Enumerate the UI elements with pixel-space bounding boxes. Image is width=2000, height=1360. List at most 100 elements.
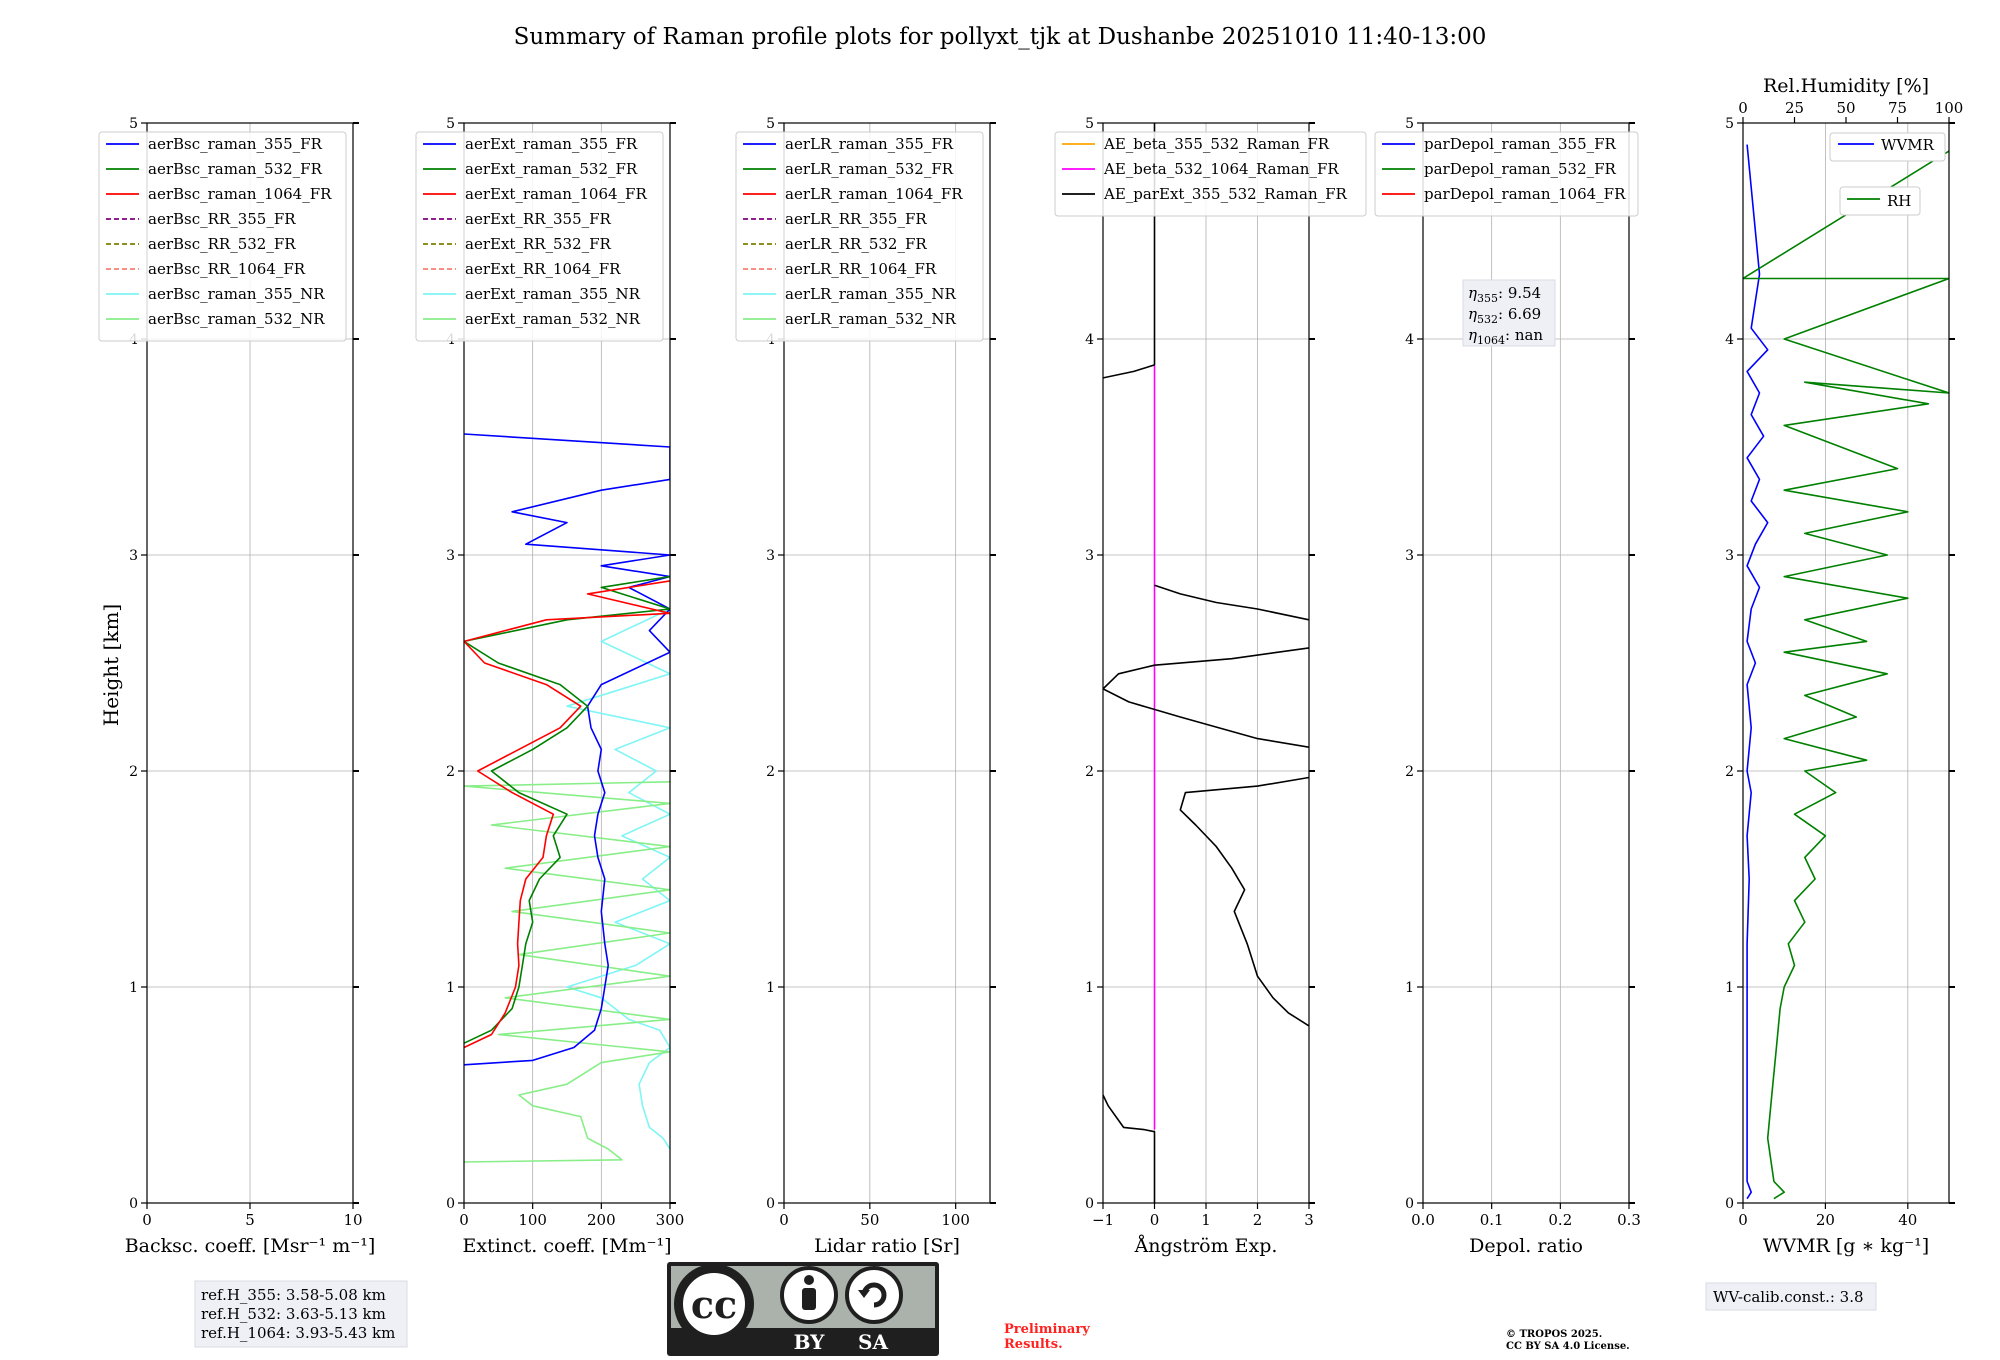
- legend-box: [735, 131, 984, 342]
- x-tick-label: 0: [459, 1211, 469, 1229]
- eta-532: η532: 6.69: [1468, 305, 1541, 326]
- series-group: [464, 433, 670, 1163]
- wv-calib-box: WV-calib.const.: 3.8: [1705, 1282, 1877, 1311]
- x-axis-label: Depol. ratio: [1469, 1235, 1583, 1257]
- x-tick-label: 0: [1738, 1211, 1748, 1229]
- y-tick-label: 1: [1725, 980, 1734, 996]
- cc-logo-text: cc: [691, 1282, 737, 1327]
- x-tick-label: −1: [1092, 1211, 1114, 1229]
- ref-height-1064: ref.H_1064: 3.93-5.43 km: [201, 1324, 395, 1342]
- badge-sa-text: SA: [858, 1330, 888, 1354]
- x-tick-label: 40: [1898, 1211, 1917, 1229]
- x-tick-label: 0.0: [1411, 1211, 1435, 1229]
- x-tick-label: 0: [779, 1211, 789, 1229]
- y-tick-label: 3: [1405, 548, 1414, 564]
- legend-label: aerLR_raman_1064_FR: [785, 185, 963, 203]
- legend-label: aerLR_RR_355_FR: [785, 210, 927, 228]
- legend-label: AE_beta_532_1064_Raman_FR: [1103, 160, 1339, 178]
- x-tick-label: 20: [1816, 1211, 1835, 1229]
- x-axis-label: Ångström Exp.: [1134, 1235, 1278, 1257]
- eta-subscript: 532: [1477, 313, 1498, 326]
- series-group: [1743, 144, 1949, 1200]
- series-ae-parext-355-532-raman-fr-seg5: [1103, 123, 1156, 379]
- annotation-box: [1462, 279, 1556, 347]
- y-tick-label: 3: [1725, 548, 1734, 564]
- y-tick-label: 0: [1405, 1196, 1414, 1212]
- legend-ae: AE_beta_355_532_Raman_FR AE_beta_532_1064…: [1054, 131, 1367, 217]
- legend-label: WVMR: [1881, 136, 1935, 154]
- legend-label: aerExt_RR_1064_FR: [465, 260, 621, 278]
- legend-wvmr: WVMR: [1829, 132, 1946, 162]
- badge-by-text: BY: [794, 1330, 826, 1354]
- top-x-tick-label: 0: [1738, 99, 1748, 117]
- legend-label: aerBsc_raman_532_NR: [148, 310, 325, 328]
- y-tick-label: 0: [1725, 1196, 1734, 1212]
- x-axis-label: Backsc. coeff. [Msr⁻¹ m⁻¹]: [125, 1235, 376, 1257]
- x-tick-label: 2: [1253, 1211, 1263, 1229]
- eta-value: : 6.69: [1498, 305, 1541, 323]
- top-x-axis-label: Rel.Humidity [%]: [1763, 75, 1929, 97]
- x-axis-label: Lidar ratio [Sr]: [814, 1235, 960, 1257]
- copyright-line-2: CC BY SA 4.0 License.: [1506, 1341, 1630, 1352]
- x-tick-label: 10: [343, 1211, 362, 1229]
- ref-height-box: ref.H_355: 3.58-5.08 km ref.H_532: 3.63-…: [194, 1280, 408, 1348]
- series-aerext-raman-355-fr: [464, 433, 670, 1066]
- legend-label: AE_parExt_355_532_Raman_FR: [1103, 185, 1348, 203]
- series-aerext-raman-532-fr: [464, 575, 670, 1044]
- y-tick-label: 1: [446, 980, 455, 996]
- axes-frame: [783, 122, 991, 1204]
- series-aerext-raman-1064-fr: [464, 580, 670, 1049]
- legend-label: parDepol_raman_355_FR: [1424, 135, 1617, 153]
- series-aerext-raman-532-nr: [464, 781, 670, 1163]
- legend-label: AE_beta_355_532_Raman_FR: [1103, 135, 1330, 153]
- x-tick-label: 1: [1201, 1211, 1211, 1229]
- series-ae-parext-355-532-raman-fr-seg1: [1103, 1094, 1156, 1203]
- y-tick-label: 4: [1725, 332, 1734, 348]
- y-tick-label: 3: [766, 548, 775, 564]
- legend-rh: RH: [1839, 186, 1921, 216]
- x-axis-label: WVMR [g ∗ kg⁻¹]: [1763, 1235, 1929, 1257]
- top-x-tick-label: 50: [1836, 99, 1855, 117]
- legend-box: [98, 131, 347, 342]
- x-tick-label: 0.1: [1480, 1211, 1504, 1229]
- y-tick-label: 5: [1725, 116, 1734, 132]
- eta-value: : nan: [1505, 326, 1543, 344]
- y-tick-label: 0: [129, 1196, 138, 1212]
- legend-label: parDepol_raman_532_FR: [1424, 160, 1617, 178]
- series-rh: [1743, 150, 1949, 1200]
- y-tick-label: 2: [1405, 764, 1414, 780]
- legend-lr: aerLR_raman_355_FR aerLR_raman_532_FR aerL…: [735, 131, 984, 342]
- legend-label: aerBsc_RR_1064_FR: [148, 260, 306, 278]
- eta-symbol: η: [1468, 326, 1477, 344]
- legend-box: [1374, 131, 1639, 217]
- eta-subscript: 1064: [1477, 334, 1505, 347]
- y-axis-label: Height [km]: [99, 604, 123, 726]
- x-tick-label: 200: [587, 1211, 616, 1229]
- y-tick-label: 0: [446, 1196, 455, 1212]
- ref-height-355: ref.H_355: 3.58-5.08 km: [201, 1286, 386, 1304]
- series-group: [1103, 123, 1309, 1203]
- y-tick-label: 2: [766, 764, 775, 780]
- sa-share-alike-icon: [845, 1266, 903, 1324]
- y-tick-label: 1: [1405, 980, 1414, 996]
- legend-label: aerExt_RR_355_FR: [465, 210, 612, 228]
- legend-label: aerLR_raman_532_NR: [785, 310, 956, 328]
- legend-label: aerLR_raman_355_FR: [785, 135, 954, 153]
- panel-bsc: 0123450510Backsc. coeff. [Msr⁻¹ m⁻¹]aerB…: [98, 116, 376, 1257]
- axes-frame: [463, 122, 671, 1204]
- y-tick-label: 3: [446, 548, 455, 564]
- panel-depol: 0 1 2 3 4 5 0.0 0.1 0.2 0.3 Depol. ratio parDepol_r…: [1374, 116, 1641, 1257]
- legend-label: aerExt_raman_1064_FR: [465, 185, 647, 203]
- eta-355: η355: 9.54: [1468, 284, 1541, 305]
- x-tick-label: 300: [656, 1211, 685, 1229]
- legend-box: [415, 131, 664, 342]
- legend-label: aerLR_RR_532_FR: [785, 235, 927, 253]
- top-x-tick-label: 100: [1935, 99, 1964, 117]
- legend-label: aerBsc_raman_355_FR: [148, 135, 323, 153]
- y-tick-label: 5: [1405, 116, 1414, 132]
- x-tick-label: 100: [518, 1211, 547, 1229]
- legend-label: aerBsc_raman_355_NR: [148, 285, 325, 303]
